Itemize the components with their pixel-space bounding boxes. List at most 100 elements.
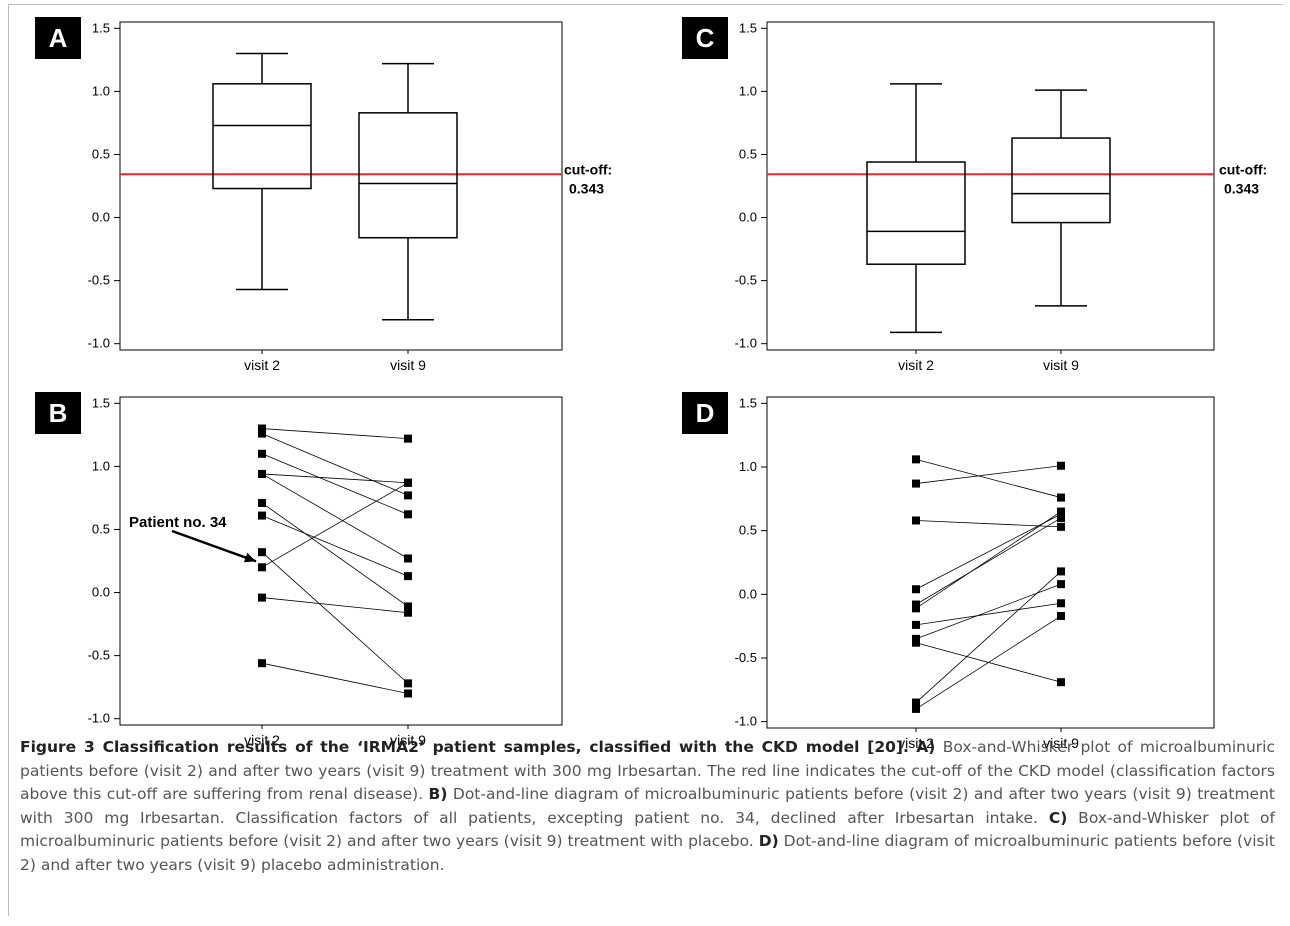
patient-line <box>261 551 409 684</box>
point-visit9 <box>1057 599 1065 608</box>
x-category-label: visit 9 <box>390 357 426 373</box>
plot-frame <box>119 396 563 726</box>
figure-frame-top <box>8 4 1283 5</box>
caption-d-text: Dot-and-line diagram of microalbuminuric… <box>20 832 1275 874</box>
plot-frame <box>766 396 1215 729</box>
point-visit2 <box>258 424 266 433</box>
point-visit9 <box>1057 611 1065 620</box>
caption-c-text: Box-and-Whisker plot of microalbuminuric… <box>20 808 1275 851</box>
figure-frame-left <box>8 4 9 916</box>
x-category-label: visit 2 <box>898 357 934 373</box>
y-tick-label: -0.5 <box>88 648 110 663</box>
patient-line <box>915 465 1062 484</box>
plot-frame <box>766 21 1215 351</box>
point-visit2 <box>912 479 920 488</box>
patient-line <box>915 615 1062 710</box>
patient-line <box>261 473 409 559</box>
patient-line <box>915 571 1062 703</box>
point-visit9 <box>1057 493 1065 502</box>
caption-b-label: B) <box>428 785 448 803</box>
y-tick-label: -0.5 <box>88 273 110 288</box>
y-tick-label: 1.5 <box>739 395 757 410</box>
caption-d-label: D) <box>758 832 779 850</box>
point-visit2 <box>258 469 266 478</box>
point-visit9 <box>404 602 412 611</box>
panel-c: 1.5 1.0 0.5 0.0 -0.5 -1.0 visit 2 visit 9 Ccut-o… <box>682 17 1267 373</box>
point-visit2 <box>258 563 266 572</box>
point-visit2 <box>912 455 920 464</box>
point-visit2 <box>912 604 920 613</box>
y-tick-label: 0.0 <box>92 210 110 225</box>
x-category-label: visit 9 <box>390 732 426 748</box>
panel-a: 1.5 1.0 0.5 0.0 -0.5 -1.0 visit 2 visit 9 Acut-o… <box>35 17 612 373</box>
cutoff-label: cut-off: <box>564 161 612 177</box>
panel-letter: D <box>696 398 715 428</box>
patient-line <box>261 473 409 484</box>
caption-a-text: Box-and-Whisker plot of microalbuminuric… <box>20 738 1275 803</box>
patient-line <box>915 511 1062 609</box>
patient-line <box>915 602 1062 626</box>
point-visit2 <box>258 449 266 458</box>
y-tick-label: 1.5 <box>92 20 110 35</box>
y-tick-label: 0.0 <box>92 585 110 600</box>
point-visit2 <box>912 516 920 525</box>
y-tick-label: 0.0 <box>739 586 757 601</box>
annotation-arrow-shaft <box>171 529 257 563</box>
point-visit2 <box>258 429 266 438</box>
caption-a-label: A) <box>916 738 936 756</box>
y-tick-label: 0.5 <box>92 521 110 536</box>
point-visit9 <box>1057 580 1065 589</box>
annotation-arrow-head <box>243 552 256 563</box>
point-visit9 <box>404 478 412 487</box>
patient-line <box>261 433 409 496</box>
patient-line <box>261 453 409 515</box>
y-tick-label: 0.5 <box>739 523 757 538</box>
y-tick-label: 1.0 <box>739 83 757 98</box>
panel-b: 1.5 1.0 0.5 0.0 -0.5 -1.0 visit 2 visit 9 B Patie… <box>35 392 563 748</box>
caption-c-label: C) <box>1048 808 1068 827</box>
panel-label-box <box>35 392 81 434</box>
y-tick-label: 0.5 <box>739 146 757 161</box>
patient-annotation: Patient no. 34 <box>129 514 227 531</box>
point-visit9 <box>1057 461 1065 470</box>
patient-line <box>261 502 409 607</box>
point-visit9 <box>404 491 412 500</box>
point-visit2 <box>912 585 920 594</box>
patient-line <box>261 597 409 614</box>
patient-line <box>915 513 1062 590</box>
point-visit2 <box>258 593 266 602</box>
caption-b-text: Dot-and-line diagram of microalbuminuric… <box>20 785 1275 827</box>
x-category-label: visit 2 <box>898 735 934 751</box>
y-tick-label: -1.0 <box>735 336 757 351</box>
patient-line <box>261 482 409 568</box>
box <box>1011 137 1111 224</box>
plot-frame <box>119 21 563 351</box>
panel-label-box <box>682 17 728 59</box>
y-tick-label: 0.0 <box>739 210 757 225</box>
y-tick-label: -0.5 <box>735 650 757 665</box>
y-tick-label: 1.5 <box>92 395 110 410</box>
panel-label-box <box>682 392 728 434</box>
patient-line <box>261 662 409 694</box>
panel-label-box <box>35 17 81 59</box>
point-visit2 <box>258 498 266 507</box>
y-tick-label: 1.0 <box>92 458 110 473</box>
caption-title: Figure 3 Classification results of the ‘… <box>20 738 909 756</box>
point-visit2 <box>258 511 266 520</box>
patient-line <box>915 520 1062 528</box>
point-visit9 <box>1057 513 1065 522</box>
cutoff-label: cut-off: <box>1219 161 1267 177</box>
patient-line <box>915 458 1062 498</box>
y-tick-label: 1.0 <box>92 83 110 98</box>
y-tick-label: 1.5 <box>739 20 757 35</box>
point-visit9 <box>1057 678 1065 687</box>
point-visit9 <box>404 434 412 443</box>
box <box>866 161 966 265</box>
point-visit9 <box>1057 507 1065 516</box>
patient-line <box>261 428 409 440</box>
x-category-label: visit 9 <box>1043 735 1079 751</box>
point-visit2 <box>912 620 920 629</box>
point-visit2 <box>912 698 920 707</box>
panel-d: 1.5 1.0 0.5 0.0 -0.5 -1.0 visit 2 visit 9 D <box>682 392 1215 751</box>
